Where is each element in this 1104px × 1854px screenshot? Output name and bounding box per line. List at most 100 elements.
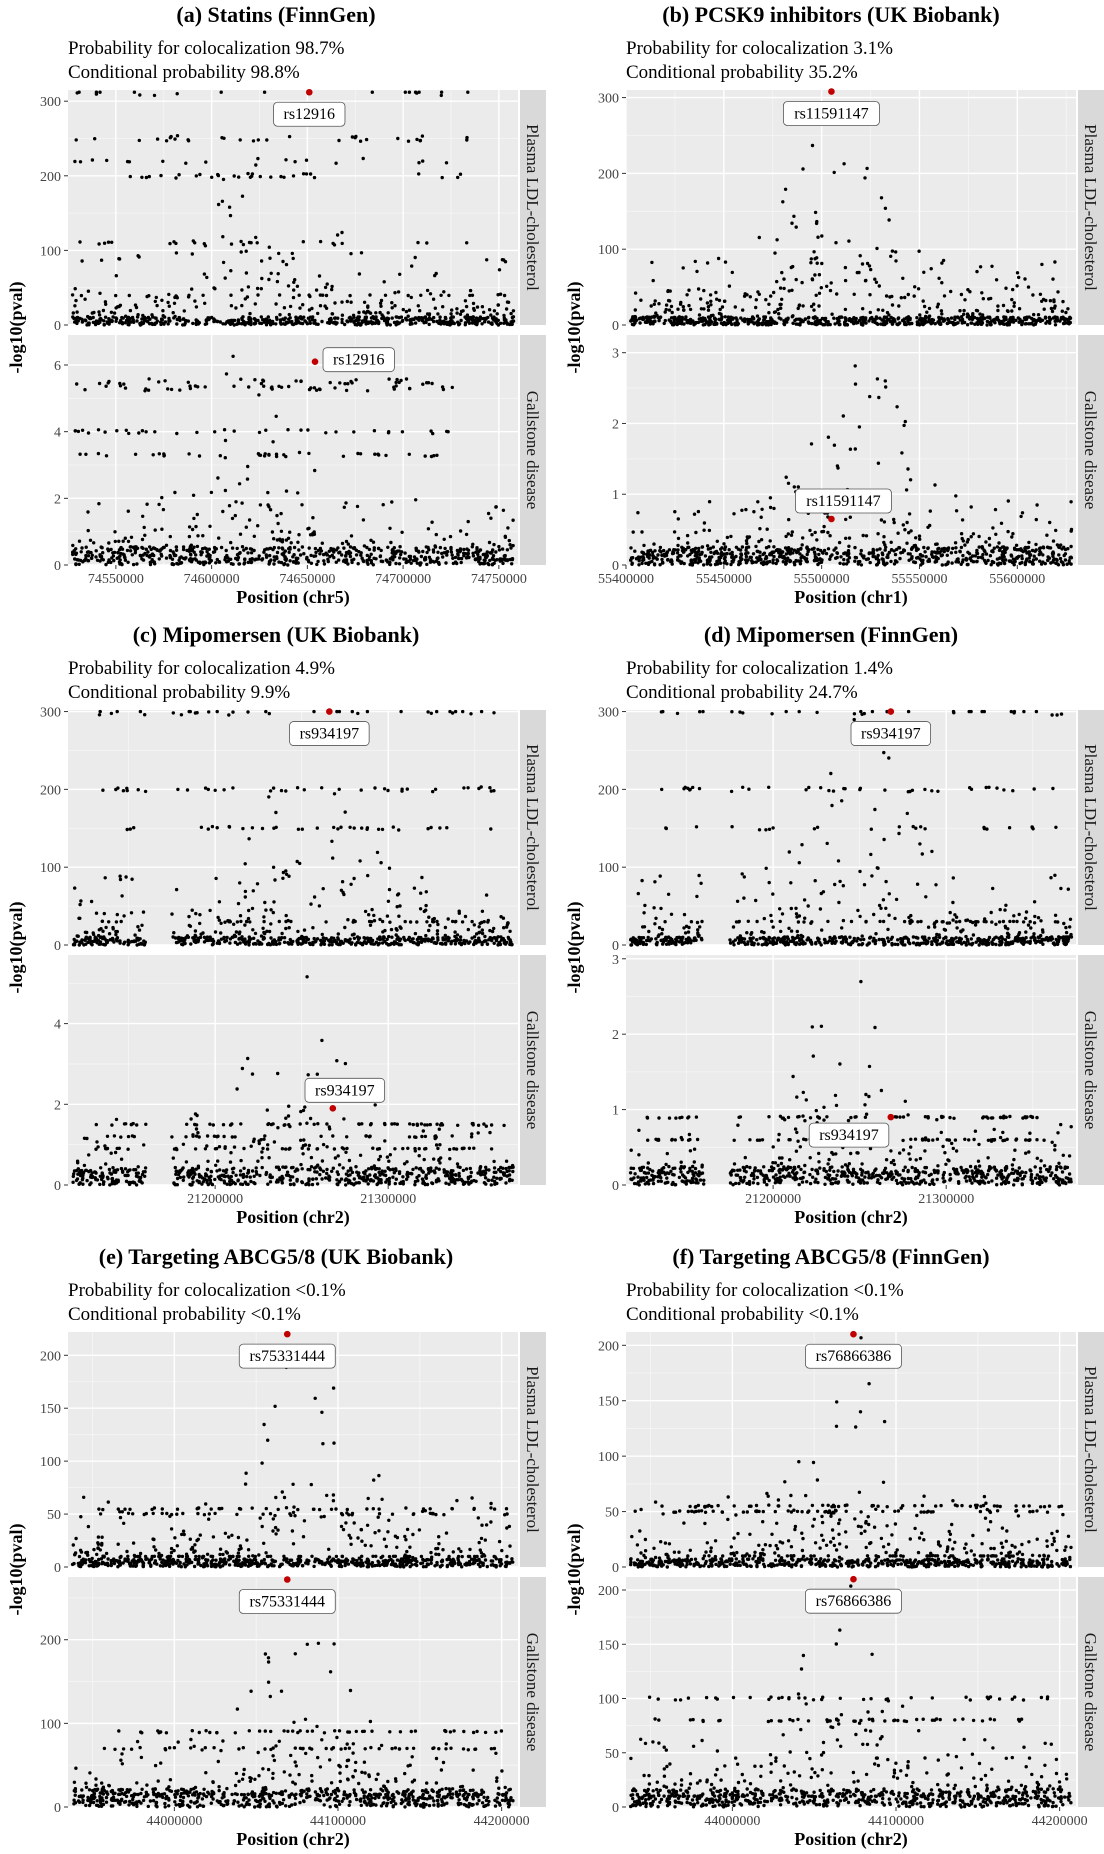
data-point [689,560,693,564]
data-point [101,929,105,933]
data-point [693,259,697,264]
data-point [433,787,438,791]
data-point [371,540,376,544]
data-point [390,301,394,305]
data-point [262,320,267,324]
data-point [251,139,256,143]
data-point [191,1180,195,1184]
data-point [281,547,285,551]
data-point [382,1173,386,1177]
data-point [871,547,875,552]
data-point [1006,499,1010,503]
data-point [309,561,314,565]
data-point [661,561,665,565]
data-point [388,526,392,530]
data-point [153,528,157,532]
data-point [268,256,272,260]
data-point [259,315,263,319]
data-point [415,137,419,142]
data-point [243,557,247,562]
data-point [368,923,373,927]
data-point [843,278,848,283]
data-point [114,319,118,323]
data-point [669,304,674,309]
y-tick-label: 0 [612,319,619,334]
data-point [177,558,181,562]
data-point [197,1135,201,1139]
data-point [666,289,670,293]
data-point [823,316,827,321]
data-point [629,546,633,550]
data-point [292,553,296,557]
data-point [1034,557,1038,561]
data-point [300,503,304,507]
data-point [432,941,436,945]
data-point [391,825,395,829]
data-point [405,560,409,564]
data-point [246,285,251,289]
data-point [1010,309,1014,313]
data-point [275,556,279,561]
data-point [93,939,97,943]
data-point [171,562,176,567]
data-point [813,273,817,277]
data-point [891,321,895,326]
data-point [705,562,709,566]
data-point [358,452,363,456]
data-point [271,939,275,943]
data-point [102,319,106,323]
data-point [106,547,110,551]
data-point [417,172,421,176]
data-point [93,137,97,141]
data-point [72,316,76,321]
data-point [462,547,466,552]
data-point [703,554,708,558]
data-point [357,310,361,315]
data-point [264,428,268,432]
data-point [790,288,794,292]
data-point [446,322,450,326]
data-point [810,278,815,282]
data-point [311,940,315,945]
data-point [1017,307,1022,311]
data-point [415,91,419,95]
data-point [502,313,506,318]
data-point [899,296,903,300]
colocalization-probability: Probability for colocalization 98.7% [68,38,345,59]
data-point [644,561,648,565]
data-point [140,923,144,927]
y-tick-label: 0 [54,1179,61,1194]
data-point [878,316,882,320]
data-point [366,1167,371,1171]
data-point [168,241,172,246]
data-point [470,1132,474,1136]
data-point [630,562,634,566]
data-point [143,533,147,537]
data-point [922,304,927,309]
y-tick-label: 2 [54,492,61,507]
data-point [229,293,233,297]
data-point [288,937,292,942]
data-point [762,562,766,566]
data-point [323,285,328,290]
data-point [180,942,184,946]
data-point [89,942,93,946]
data-point [650,260,654,265]
data-point [86,431,91,435]
data-point [1000,545,1005,549]
data-point [860,554,865,558]
data-point [242,562,246,566]
data-point [453,709,458,714]
data-point [90,553,95,557]
data-point [216,202,221,207]
data-point [662,321,666,326]
data-point [363,909,368,914]
data-point [649,304,653,308]
data-point [956,316,961,320]
data-point [439,90,444,94]
facet-strip-label: Plasma LDL-cholesterol [1081,124,1100,291]
data-point [243,862,247,866]
data-point [288,530,292,534]
